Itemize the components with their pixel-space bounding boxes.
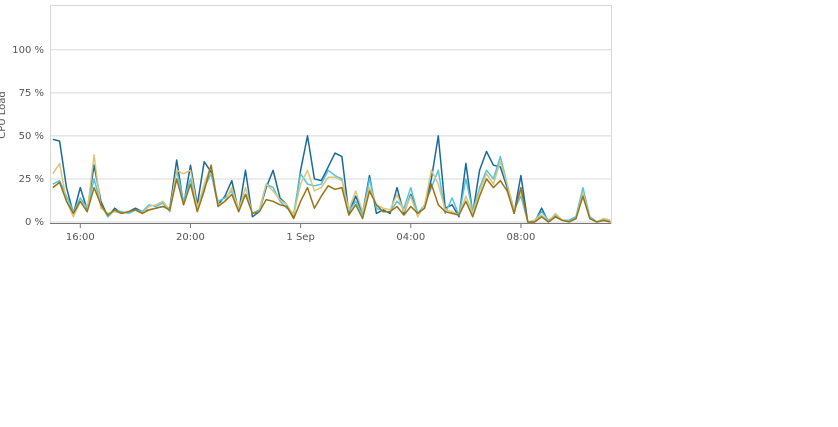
y-tick-label: 0 % [25,217,44,228]
y-tick-label: 50 % [19,131,44,142]
x-tick-label: 1 Sep [286,232,314,243]
x-tick-label: 08:00 [507,232,536,243]
series-line [52,164,611,223]
x-tick-label: 04:00 [396,232,425,243]
y-tick-label: 100 % [12,45,44,56]
x-tick-label: 20:00 [176,232,205,243]
y-tick-label: 75 % [19,88,44,99]
y-tick-label: 25 % [19,174,44,185]
x-tick-label: 16:00 [66,232,95,243]
y-axis-label: CPU Load [0,91,8,139]
